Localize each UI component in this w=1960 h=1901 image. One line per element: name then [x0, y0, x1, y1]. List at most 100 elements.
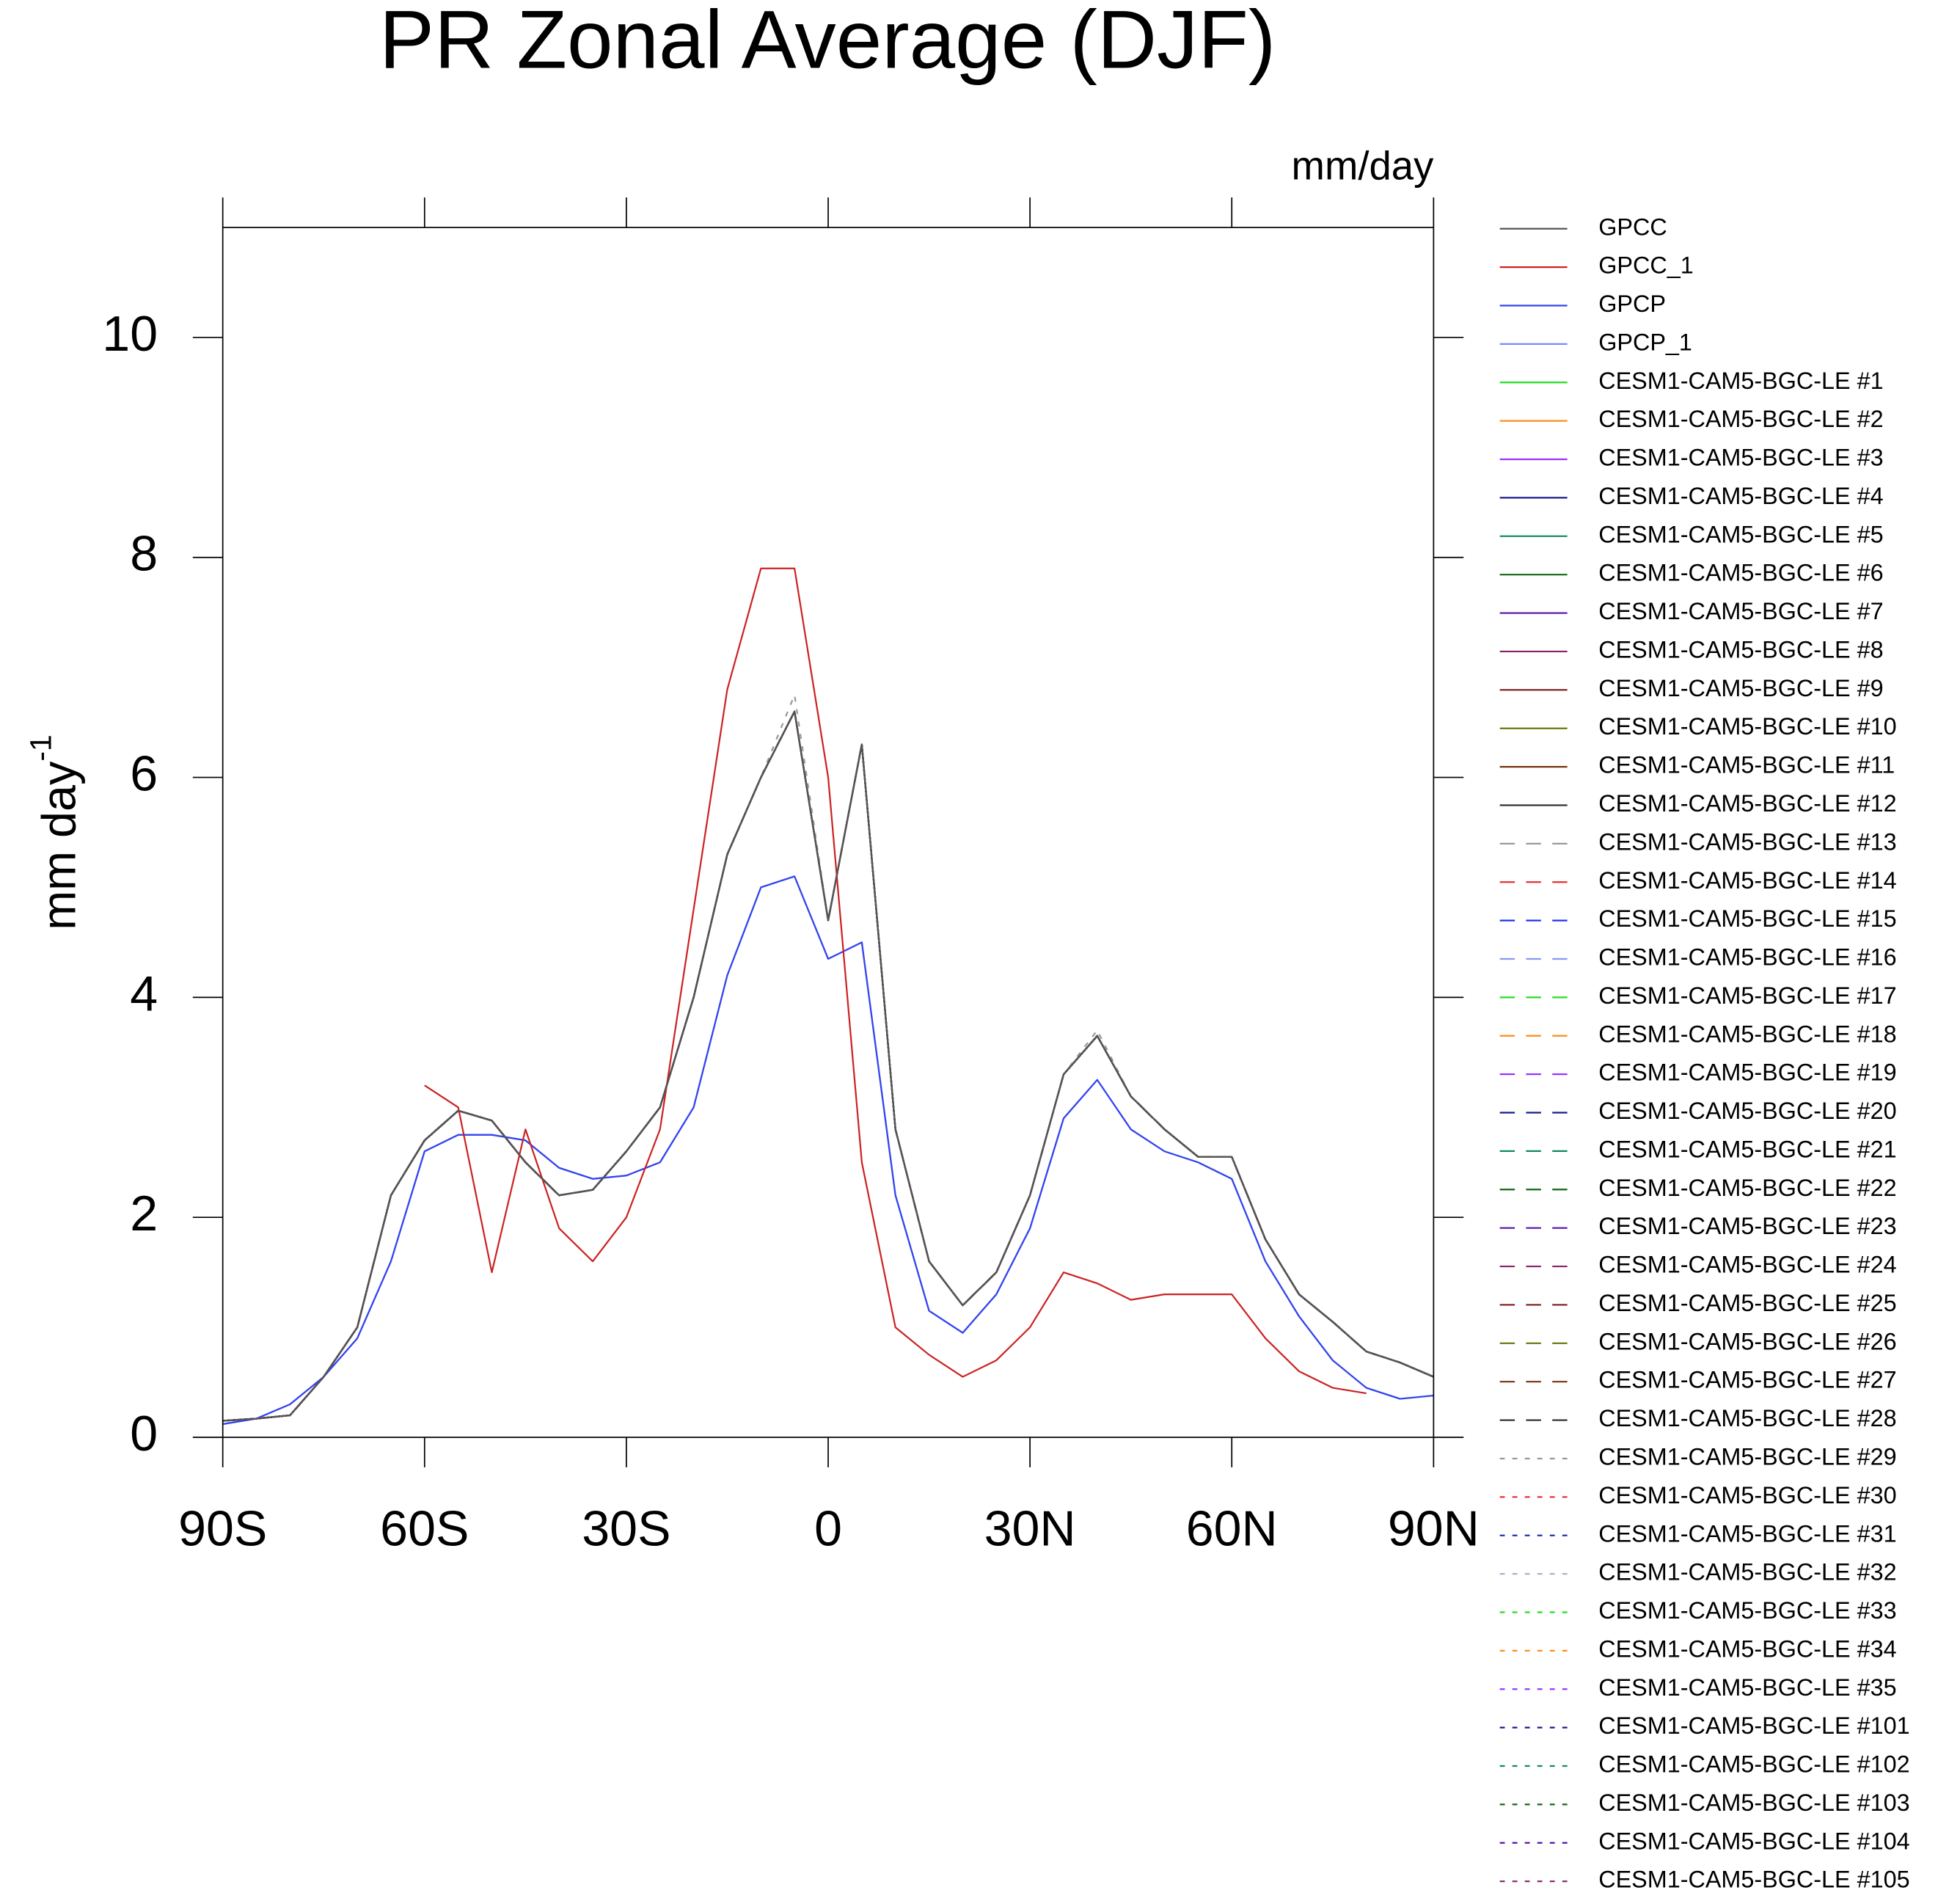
legend-label: CESM1-CAM5-BGC-LE #34: [1598, 1635, 1896, 1662]
series-line: [222, 710, 1434, 1422]
legend-label: CESM1-CAM5-BGC-LE #20: [1598, 1098, 1896, 1124]
series-line: [222, 710, 1434, 1422]
plot-frame: [222, 227, 1435, 1438]
x-tick-label: 90S: [178, 1500, 267, 1556]
x-tick-label: 60N: [1186, 1500, 1278, 1556]
series-line: [222, 710, 1434, 1422]
y-tick-label: 2: [130, 1186, 158, 1241]
x-tick-label: 60S: [380, 1500, 469, 1556]
y-tick-label: 4: [130, 966, 158, 1021]
y-axis-exponent: -1: [23, 734, 57, 761]
legend-label: GPCC: [1598, 214, 1667, 240]
legend-label: CESM1-CAM5-BGC-LE #29: [1598, 1444, 1896, 1470]
series-line: [222, 710, 1434, 1422]
legend-label: GPCC_1: [1598, 252, 1694, 279]
legend-label: CESM1-CAM5-BGC-LE #7: [1598, 598, 1883, 624]
legend-label: CESM1-CAM5-BGC-LE #30: [1598, 1482, 1896, 1508]
y-tick-label: 10: [102, 306, 158, 362]
y-tick-label: 0: [130, 1406, 158, 1462]
legend-label: CESM1-CAM5-BGC-LE #8: [1598, 636, 1883, 663]
legend-label: CESM1-CAM5-BGC-LE #5: [1598, 521, 1883, 547]
legend-label: CESM1-CAM5-BGC-LE #28: [1598, 1405, 1896, 1431]
x-tick-label: 90N: [1388, 1500, 1480, 1556]
series-line: [222, 710, 1434, 1422]
series-line: [222, 710, 1434, 1422]
series-line: [222, 710, 1434, 1422]
legend-label: CESM1-CAM5-BGC-LE #21: [1598, 1136, 1896, 1162]
legend-label: CESM1-CAM5-BGC-LE #35: [1598, 1674, 1896, 1701]
series-line: [222, 710, 1434, 1422]
series-line: [222, 710, 1434, 1422]
series-line: [222, 710, 1434, 1422]
series-line: [222, 710, 1434, 1422]
series-line: [222, 710, 1434, 1422]
legend-label: CESM1-CAM5-BGC-LE #4: [1598, 483, 1883, 509]
series-line: [222, 710, 1434, 1422]
y-tick-label: 6: [130, 746, 158, 802]
series-line: [222, 710, 1434, 1422]
legend-label: CESM1-CAM5-BGC-LE #101: [1598, 1712, 1909, 1739]
series-line: [424, 567, 1367, 1395]
legend-label: GPCP: [1598, 291, 1666, 317]
series-line: [222, 710, 1434, 1422]
legend-label: CESM1-CAM5-BGC-LE #22: [1598, 1175, 1896, 1201]
series-line: [222, 710, 1434, 1422]
legend-label: CESM1-CAM5-BGC-LE #12: [1598, 790, 1896, 817]
legend-label: CESM1-CAM5-BGC-LE #32: [1598, 1559, 1896, 1586]
legend: GPCC GPCC_1 GPCP GPCP_1 CESM1-CAM5-BGC-LE #1…: [1499, 214, 1910, 1893]
series-line: [222, 710, 1434, 1422]
series-line: [222, 710, 1434, 1422]
legend-label: CESM1-CAM5-BGC-LE #26: [1598, 1328, 1896, 1354]
series-line: [222, 875, 1434, 1426]
legend-label: CESM1-CAM5-BGC-LE #2: [1598, 406, 1883, 432]
legend-label: CESM1-CAM5-BGC-LE #6: [1598, 560, 1883, 586]
legend-label: CESM1-CAM5-BGC-LE #33: [1598, 1597, 1896, 1624]
legend-label: CESM1-CAM5-BGC-LE #18: [1598, 1021, 1896, 1047]
legend-label: CESM1-CAM5-BGC-LE #11: [1598, 752, 1895, 778]
series-line: [222, 710, 1434, 1422]
legend-label: CESM1-CAM5-BGC-LE #102: [1598, 1751, 1909, 1778]
plot-area: [192, 197, 1464, 1467]
series-line: [222, 710, 1434, 1422]
series-line: [222, 710, 1434, 1422]
series-line: [222, 710, 1434, 1422]
legend-label: CESM1-CAM5-BGC-LE #17: [1598, 982, 1896, 1009]
series-line: [222, 710, 1434, 1422]
legend-label: CESM1-CAM5-BGC-LE #16: [1598, 944, 1896, 971]
series-line: [222, 710, 1434, 1422]
chart-title: PR Zonal Average (DJF): [379, 0, 1276, 86]
series-line: [222, 710, 1434, 1422]
series-line: [222, 710, 1434, 1422]
series-line: [222, 710, 1434, 1422]
legend-label: CESM1-CAM5-BGC-LE #9: [1598, 675, 1883, 701]
series-line: [222, 710, 1434, 1422]
series-line: [222, 710, 1434, 1422]
series-line: [222, 710, 1434, 1422]
y-axis-label: mm day: [32, 761, 86, 930]
legend-label: CESM1-CAM5-BGC-LE #10: [1598, 713, 1896, 740]
series-line: [222, 710, 1434, 1422]
series-line: [222, 694, 1434, 1422]
legend-label: CESM1-CAM5-BGC-LE #15: [1598, 905, 1896, 932]
series-line: [222, 710, 1434, 1422]
legend-label: CESM1-CAM5-BGC-LE #3: [1598, 445, 1883, 471]
legend-label: CESM1-CAM5-BGC-LE #31: [1598, 1520, 1896, 1547]
y-tick-label: 8: [130, 526, 158, 582]
legend-label: CESM1-CAM5-BGC-LE #105: [1598, 1867, 1909, 1893]
legend-label: CESM1-CAM5-BGC-LE #25: [1598, 1290, 1896, 1316]
legend-label: CESM1-CAM5-BGC-LE #1: [1598, 368, 1883, 394]
x-tick-label: 30N: [984, 1500, 1076, 1556]
legend-label: CESM1-CAM5-BGC-LE #103: [1598, 1789, 1909, 1816]
legend-label: GPCP_1: [1598, 329, 1692, 355]
legend-label: CESM1-CAM5-BGC-LE #23: [1598, 1213, 1896, 1239]
series-line: [222, 710, 1434, 1422]
series-line: [222, 710, 1434, 1422]
series-line: [222, 710, 1434, 1422]
legend-label: CESM1-CAM5-BGC-LE #19: [1598, 1059, 1896, 1086]
x-tick-label: 30S: [582, 1500, 670, 1556]
legend-label: CESM1-CAM5-BGC-LE #13: [1598, 828, 1896, 855]
y-axis-title: mm day-1: [23, 734, 86, 930]
series-line: [222, 710, 1434, 1422]
